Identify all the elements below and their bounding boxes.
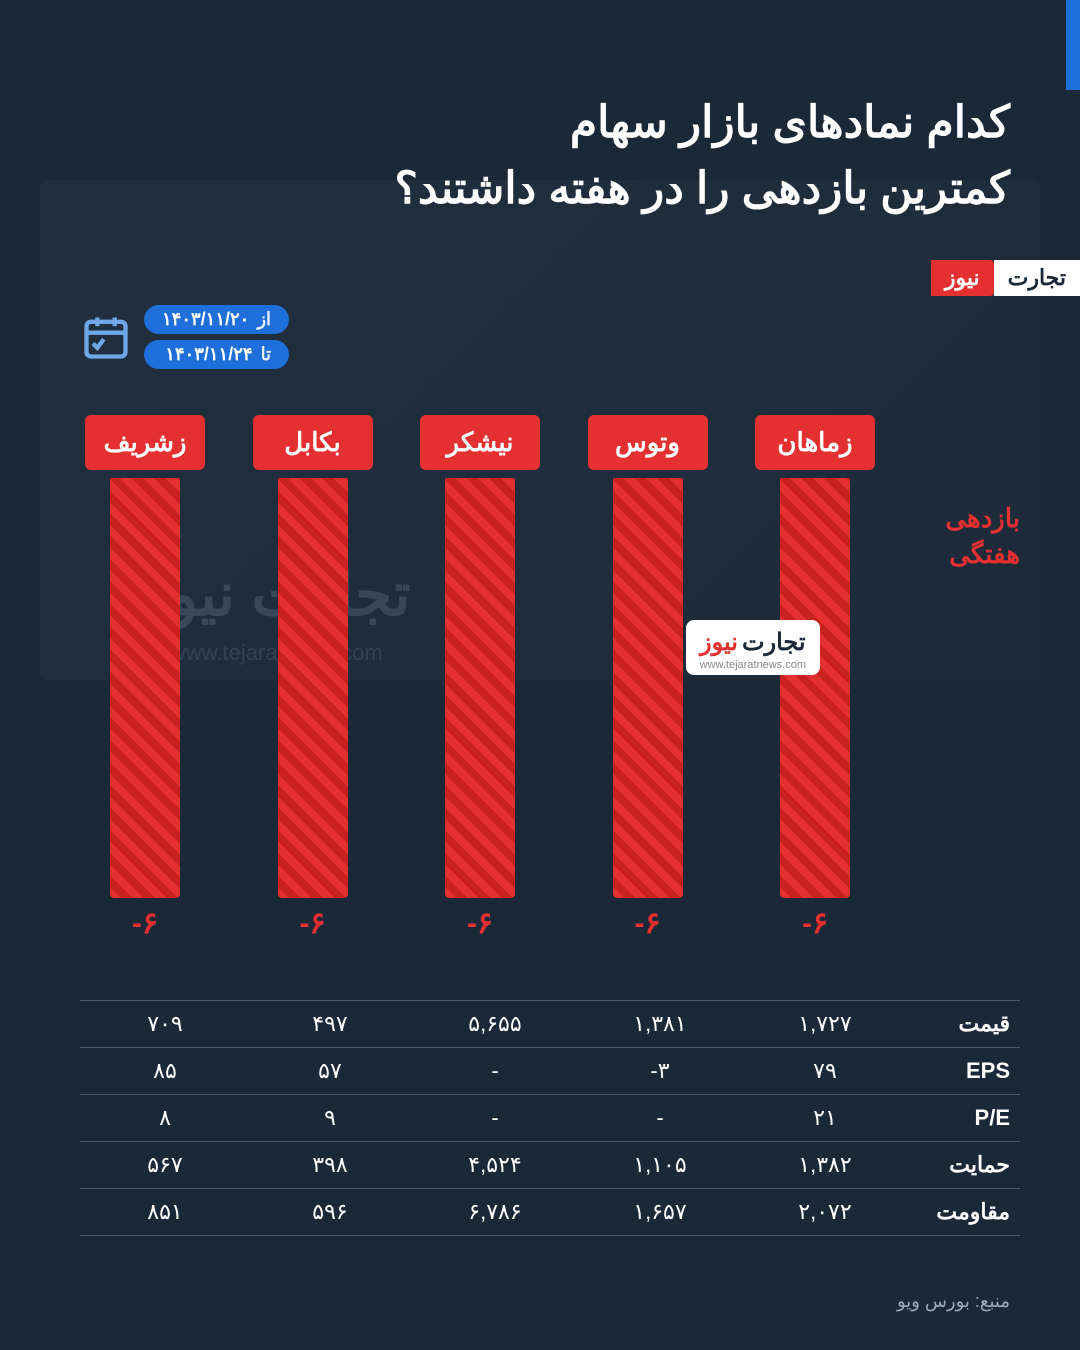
table-cell: ۷۹	[760, 1058, 890, 1084]
table-row-header: EPS	[890, 1058, 1020, 1084]
bar-column: وتوس -۶	[583, 415, 713, 941]
accent-bar	[1066, 0, 1080, 90]
bar-column: بکابل -۶	[248, 415, 378, 941]
bar-column: نیشکر -۶	[415, 415, 545, 941]
table-cell: ۲,۰۷۲	[760, 1199, 890, 1225]
table-cell: ۵۷	[265, 1058, 395, 1084]
bar-value: -۶	[634, 906, 660, 941]
table-cell: ۴,۵۲۴	[430, 1152, 560, 1178]
source-label: منبع: بورس ویو	[897, 1291, 1010, 1312]
brand-white-text: تجارت	[994, 260, 1080, 296]
title-line-2: کمترین بازدهی را در هفته داشتند؟	[394, 156, 1010, 222]
bar-label: بکابل	[253, 415, 373, 470]
table-cell: ۶,۷۸۶	[430, 1199, 560, 1225]
table-row: P/E ۸ ۹ - - ۲۱	[80, 1095, 1020, 1142]
table-cell: ۷۰۹	[100, 1011, 230, 1037]
bar	[110, 478, 180, 898]
y-axis-label: بازدهی هفتگی	[945, 500, 1020, 573]
bar-value: -۶	[802, 906, 828, 941]
table-cells: ۸۵۱ ۵۹۶ ۶,۷۸۶ ۱,۶۵۷ ۲,۰۷۲	[80, 1199, 890, 1225]
date-to-pill: تا ۱۴۰۳/۱۱/۲۴	[144, 340, 289, 369]
bar-label: زشریف	[85, 415, 205, 470]
table-cell: ۵۶۷	[100, 1152, 230, 1178]
table-cell: ۲۱	[760, 1105, 890, 1131]
table-cells: ۷۰۹ ۴۹۷ ۵,۶۵۵ ۱,۳۸۱ ۱,۷۲۷	[80, 1011, 890, 1037]
brand-red-text: نیوز	[931, 260, 994, 296]
bar-column: زشریف -۶	[80, 415, 210, 941]
date-from-value: ۱۴۰۳/۱۱/۲۰	[162, 309, 249, 330]
date-range: از ۱۴۰۳/۱۱/۲۰ تا ۱۴۰۳/۱۱/۲۴	[80, 305, 289, 369]
bar-value: -۶	[467, 906, 493, 941]
table-cell: ۱,۳۸۲	[760, 1152, 890, 1178]
logo-red-text: نیوز	[700, 628, 738, 657]
bar	[445, 478, 515, 898]
table-cell: ۹	[265, 1105, 395, 1131]
table-cell: -	[430, 1105, 560, 1131]
data-table: قیمت۷۰۹۴۹۷۵,۶۵۵۱,۳۸۱۱,۷۲۷EPS۸۵۵۷--۳۷۹P/E…	[80, 1000, 1020, 1236]
table-cell: ۸۵	[100, 1058, 230, 1084]
date-from-pill: از ۱۴۰۳/۱۱/۲۰	[144, 305, 289, 334]
logo-badge: تجارت نیوز www.tejaratnews.com	[686, 620, 820, 675]
table-cells: ۸۵ ۵۷ - -۳ ۷۹	[80, 1058, 890, 1084]
bar-label: وتوس	[588, 415, 708, 470]
table-row: EPS ۸۵ ۵۷ - -۳ ۷۹	[80, 1048, 1020, 1095]
date-from-label: از	[257, 309, 271, 330]
table-row-header: قیمت	[890, 1011, 1020, 1037]
table-cell: ۸۵۱	[100, 1199, 230, 1225]
table-cell: ۵۹۶	[265, 1199, 395, 1225]
table-row-header: حمایت	[890, 1152, 1020, 1178]
bar	[780, 478, 850, 898]
table-cell: ۴۹۷	[265, 1011, 395, 1037]
table-row: مقاومت ۸۵۱ ۵۹۶ ۶,۷۸۶ ۱,۶۵۷ ۲,۰۷۲	[80, 1189, 1020, 1236]
table-cell: ۵,۶۵۵	[430, 1011, 560, 1037]
date-to-value: ۱۴۰۳/۱۱/۲۴	[165, 344, 252, 365]
bar-label: نیشکر	[420, 415, 540, 470]
title-line-1: کدام نمادهای بازار سهام	[394, 90, 1010, 156]
table-cell: -	[595, 1105, 725, 1131]
table-cell: ۱,۶۵۷	[595, 1199, 725, 1225]
table-cells: ۵۶۷ ۳۹۸ ۴,۵۲۴ ۱,۱۰۵ ۱,۳۸۲	[80, 1152, 890, 1178]
bar	[613, 478, 683, 898]
table-cell: ۳۹۸	[265, 1152, 395, 1178]
bar-chart: زشریف -۶ بکابل -۶ نیشکر -۶ وتوس -۶ زماهان -۶	[80, 415, 880, 955]
logo-url: www.tejaratnews.com	[700, 659, 806, 671]
bar-value: -۶	[299, 906, 325, 941]
bar-value: -۶	[132, 906, 158, 941]
date-to-label: تا	[261, 344, 272, 365]
table-cell: -۳	[595, 1058, 725, 1084]
table-cell: -	[430, 1058, 560, 1084]
table-row: قیمت ۷۰۹ ۴۹۷ ۵,۶۵۵ ۱,۳۸۱ ۱,۷۲۷	[80, 1000, 1020, 1048]
table-cell: ۱,۷۲۷	[760, 1011, 890, 1037]
table-row-header: P/E	[890, 1105, 1020, 1131]
table-cell: ۱,۳۸۱	[595, 1011, 725, 1037]
logo-dark-text: تجارت	[742, 628, 806, 657]
bar-label: زماهان	[755, 415, 875, 470]
table-row-header: مقاومت	[890, 1199, 1020, 1225]
page-title: کدام نمادهای بازار سهام کمترین بازدهی را…	[394, 90, 1010, 222]
brand-badge: تجارت نیوز	[931, 260, 1080, 296]
table-cell: ۸	[100, 1105, 230, 1131]
bar-column: زماهان -۶	[750, 415, 880, 941]
table-row: حمایت ۵۶۷ ۳۹۸ ۴,۵۲۴ ۱,۱۰۵ ۱,۳۸۲	[80, 1142, 1020, 1189]
table-cells: ۸ ۹ - - ۲۱	[80, 1105, 890, 1131]
bar	[278, 478, 348, 898]
table-cell: ۱,۱۰۵	[595, 1152, 725, 1178]
calendar-icon	[80, 311, 132, 363]
